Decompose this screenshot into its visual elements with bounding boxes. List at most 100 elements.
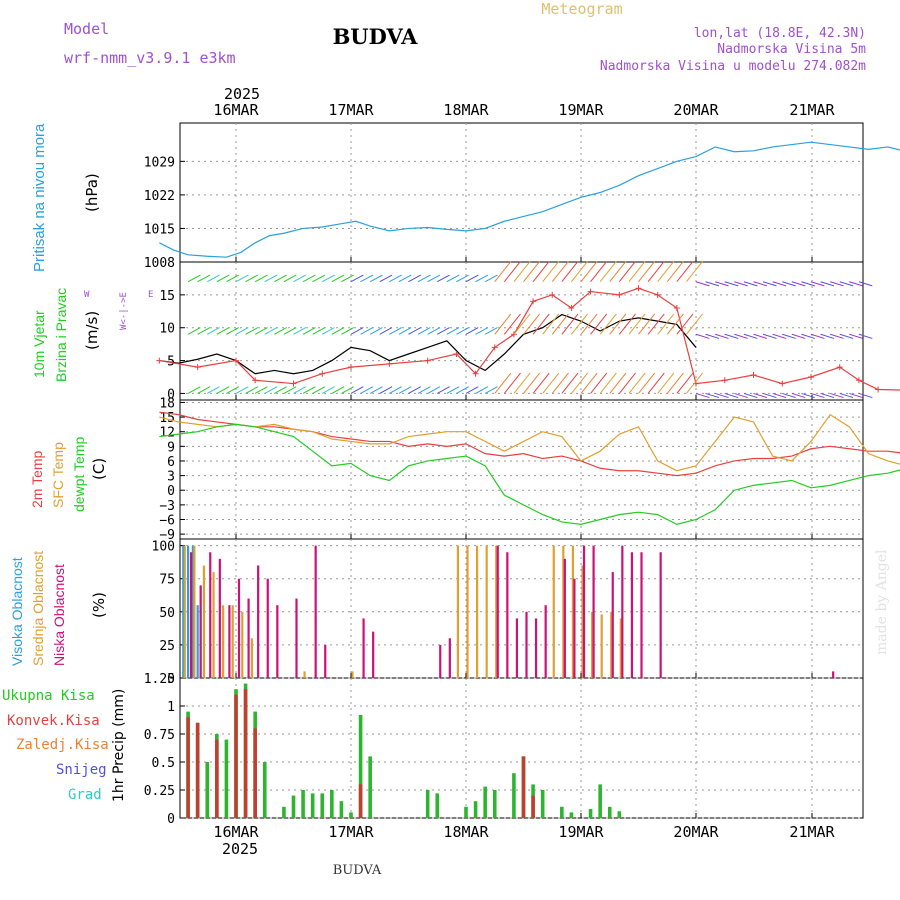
wind-barb	[475, 274, 489, 283]
wind-gust-marker	[836, 364, 843, 371]
bar-niska-oblacnost	[582, 545, 586, 678]
wind-barb	[216, 327, 230, 335]
bar-srednja-oblacnost	[193, 545, 196, 678]
bar-niska-oblacnost	[199, 585, 202, 678]
wind-barb	[791, 281, 806, 287]
bar-srednja-oblacnost	[183, 545, 186, 678]
bar-konvek-kisa	[521, 756, 526, 818]
wind-barb	[609, 261, 627, 283]
pressure-axis-title: Pritisak na nivou mora	[31, 123, 48, 272]
bar-ukupna-kisa	[512, 773, 516, 818]
wind-barb	[561, 372, 579, 394]
bar-ukupna-kisa	[330, 790, 334, 818]
wind-barb	[513, 313, 531, 335]
wind-barb	[398, 386, 412, 394]
wind-gust-marker	[673, 305, 680, 311]
wind-barb	[782, 392, 796, 399]
wind-barb	[369, 274, 383, 283]
model-label: Model	[64, 20, 109, 38]
data-marks	[156, 141, 900, 818]
wind-barb	[427, 386, 441, 394]
temp-axis-unit: (C)	[90, 458, 108, 480]
wind-barb	[705, 333, 720, 339]
wind-barb	[360, 274, 374, 283]
panels: 1008101510221029051015−9−6−3036912151802…	[144, 122, 864, 827]
bar-srednja-oblacnost	[466, 545, 469, 678]
wind-barb	[695, 281, 710, 287]
wind-barb	[302, 386, 316, 394]
wind-gust-marker	[194, 364, 201, 371]
bar-niska-oblacnost	[534, 618, 538, 678]
bar-niska-oblacnost	[573, 578, 576, 678]
wind-barb	[676, 261, 694, 283]
wind-barb	[858, 281, 873, 287]
wind-barb	[456, 386, 469, 394]
wind-barb	[398, 274, 412, 283]
wind-barb	[782, 333, 796, 339]
y-tick-label: 0	[167, 812, 175, 827]
wind-barb	[379, 386, 393, 394]
bar-niska-oblacnost	[247, 598, 250, 678]
y-tick-label: 1029	[144, 155, 175, 170]
precip-legend-frozen: Zaledj.Kisa	[16, 737, 109, 753]
series-line-dewpt-temp	[159, 423, 900, 526]
bar-srednja-oblacnost	[610, 611, 613, 678]
wind-barb	[389, 274, 402, 283]
wind-barb	[628, 313, 646, 335]
wind-barb	[475, 327, 489, 335]
wind-barb	[322, 327, 335, 335]
wind-barb	[456, 327, 469, 335]
wind-barb	[302, 274, 316, 283]
bar-konvek-kisa	[253, 728, 257, 818]
wind-barb	[561, 313, 579, 335]
wind-gust-marker	[156, 357, 163, 364]
wind-barb	[571, 372, 588, 394]
wind-barb	[839, 281, 854, 287]
bar-niska-oblacnost	[515, 618, 519, 678]
panel-frame	[179, 122, 864, 263]
wind-gust-marker	[587, 288, 594, 295]
wind-barb	[379, 327, 393, 335]
bar-ukupna-kisa	[425, 790, 430, 818]
wind-barb	[264, 274, 278, 283]
cloud-axis-unit: (%)	[90, 592, 108, 618]
wind-barb	[427, 327, 441, 335]
bar-ukupna-kisa	[607, 806, 612, 818]
y-tick-label: 3	[167, 470, 175, 485]
bar-niska-oblacnost	[832, 671, 835, 678]
y-tick-label: −6	[159, 513, 175, 528]
wind-barb	[580, 261, 598, 283]
y-tick-label: 1015	[144, 222, 175, 237]
bar-ukupna-kisa	[473, 801, 478, 818]
wind-barb	[331, 386, 345, 394]
bar-srednja-oblacnost	[212, 572, 215, 678]
wind-barb	[734, 281, 748, 287]
series-line-sfc-temp	[159, 413, 900, 472]
bar-niska-oblacnost	[218, 558, 221, 678]
y-tick-label: 1	[167, 700, 175, 715]
wind-barb	[283, 327, 297, 335]
wind-barb	[398, 327, 412, 335]
wind-barb	[695, 392, 710, 399]
bar-srednja-oblacnost	[231, 605, 234, 678]
wind-barb	[590, 261, 608, 283]
wind-barb	[810, 281, 825, 287]
bar-niska-oblacnost	[295, 598, 298, 678]
wind-gust-marker	[654, 291, 661, 298]
bar-ukupna-kisa	[588, 809, 593, 818]
bar-visoka-oblacnost	[191, 545, 194, 678]
wind-barb	[312, 327, 326, 335]
wind-barb	[523, 372, 541, 394]
y-tick-label: 50	[159, 606, 175, 621]
wind-barb	[542, 372, 560, 394]
wind-barb	[437, 386, 450, 394]
bar-niska-oblacnost	[228, 605, 231, 678]
bar-niska-oblacnost	[592, 545, 595, 678]
bar-srednja-oblacnost	[250, 638, 253, 678]
wind-barb	[801, 392, 815, 399]
wind-barb	[254, 327, 268, 335]
coords-label: lon,lat (18.8E, 42.3N)	[694, 26, 866, 41]
wind-barb	[820, 281, 835, 287]
day-label-bottom: 19MAR	[558, 823, 604, 841]
